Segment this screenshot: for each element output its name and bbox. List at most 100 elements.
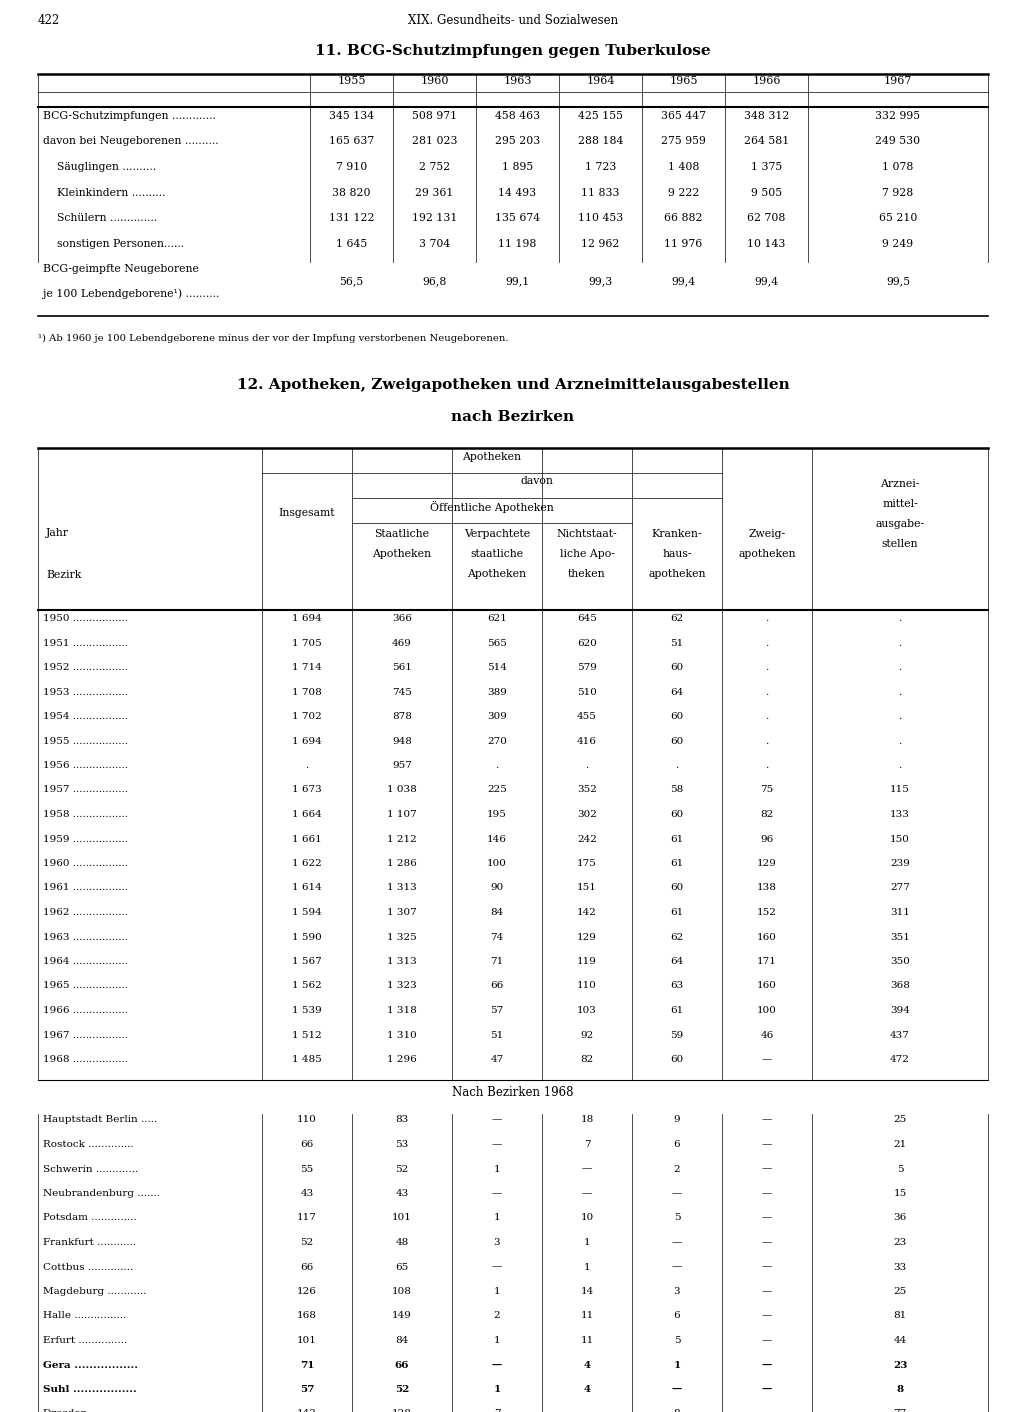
Text: 7 928: 7 928	[883, 188, 913, 198]
Text: —: —	[762, 1336, 772, 1346]
Text: 143: 143	[297, 1409, 317, 1412]
Text: 60: 60	[671, 664, 684, 672]
Text: 1 408: 1 408	[668, 162, 699, 172]
Text: 1 539: 1 539	[292, 1005, 322, 1015]
Text: ¹) Ab 1960 je 100 Lebendgeborene minus der vor der Impfung verstorbenen Neugebor: ¹) Ab 1960 je 100 Lebendgeborene minus d…	[38, 335, 509, 343]
Text: 133: 133	[890, 810, 910, 819]
Text: Öffentliche Apotheken: Öffentliche Apotheken	[430, 501, 554, 513]
Text: 1955: 1955	[337, 76, 366, 86]
Text: 9 222: 9 222	[668, 188, 699, 198]
Text: —: —	[672, 1262, 682, 1271]
Text: Neubrandenburg .......: Neubrandenburg .......	[43, 1189, 160, 1197]
Text: 957: 957	[392, 761, 412, 770]
Text: Gera .................: Gera .................	[43, 1361, 138, 1370]
Text: 242: 242	[578, 834, 597, 843]
Text: 1: 1	[494, 1385, 501, 1394]
Text: Potsdam ..............: Potsdam ..............	[43, 1213, 136, 1223]
Text: 351: 351	[890, 932, 910, 942]
Text: 11 198: 11 198	[499, 239, 537, 249]
Text: 270: 270	[487, 737, 507, 746]
Text: 2 752: 2 752	[419, 162, 451, 172]
Text: 4: 4	[584, 1361, 591, 1370]
Text: 81: 81	[893, 1312, 906, 1320]
Text: stellen: stellen	[882, 539, 919, 549]
Text: 389: 389	[487, 688, 507, 696]
Text: 368: 368	[890, 981, 910, 990]
Text: 62 708: 62 708	[748, 213, 785, 223]
Text: 48: 48	[395, 1238, 409, 1247]
Text: 1952 .................: 1952 .................	[43, 664, 128, 672]
Text: 75: 75	[761, 785, 773, 795]
Text: 150: 150	[890, 834, 910, 843]
Text: 561: 561	[392, 664, 412, 672]
Text: 1950 .................: 1950 .................	[43, 614, 128, 623]
Text: 52: 52	[395, 1385, 410, 1394]
Text: 1 296: 1 296	[387, 1055, 417, 1065]
Text: 288 184: 288 184	[578, 137, 624, 147]
Text: 62: 62	[671, 614, 684, 623]
Text: —: —	[762, 1262, 772, 1271]
Text: 1: 1	[494, 1165, 501, 1173]
Text: 1 562: 1 562	[292, 981, 322, 990]
Text: 4: 4	[584, 1385, 591, 1394]
Text: 165 637: 165 637	[329, 137, 374, 147]
Text: 83: 83	[395, 1115, 409, 1124]
Text: 53: 53	[395, 1139, 409, 1149]
Text: 645: 645	[578, 614, 597, 623]
Text: 1964 .................: 1964 .................	[43, 957, 128, 966]
Text: 437: 437	[890, 1031, 910, 1039]
Text: BCG-Schutzimpfungen .............: BCG-Schutzimpfungen .............	[43, 112, 216, 121]
Text: 281 023: 281 023	[412, 137, 458, 147]
Text: 1967 .................: 1967 .................	[43, 1031, 128, 1039]
Text: 1 664: 1 664	[292, 810, 322, 819]
Text: 3 704: 3 704	[419, 239, 451, 249]
Text: 1960: 1960	[420, 76, 449, 86]
Text: 61: 61	[671, 908, 684, 916]
Text: 43: 43	[395, 1189, 409, 1197]
Text: Kranken-: Kranken-	[651, 530, 702, 539]
Text: 1: 1	[674, 1361, 681, 1370]
Text: 422: 422	[38, 14, 60, 27]
Text: 168: 168	[297, 1312, 317, 1320]
Text: 6: 6	[674, 1139, 680, 1149]
Text: 96: 96	[761, 834, 773, 843]
Text: —: —	[762, 1286, 772, 1296]
Text: 14: 14	[581, 1286, 594, 1296]
Text: 36: 36	[893, 1213, 906, 1223]
Text: davon bei Neugeborenen ..........: davon bei Neugeborenen ..........	[43, 137, 219, 147]
Text: .: .	[765, 614, 769, 623]
Text: .: .	[765, 638, 769, 648]
Text: 1 895: 1 895	[502, 162, 534, 172]
Text: 90: 90	[490, 884, 504, 892]
Text: 1965 .................: 1965 .................	[43, 981, 128, 990]
Text: 1: 1	[584, 1262, 590, 1271]
Text: —: —	[762, 1385, 772, 1394]
Text: 66: 66	[394, 1361, 410, 1370]
Text: 5: 5	[674, 1336, 680, 1346]
Text: 151: 151	[578, 884, 597, 892]
Text: 64: 64	[671, 957, 684, 966]
Text: 99,4: 99,4	[672, 275, 695, 287]
Text: —: —	[762, 1055, 772, 1065]
Text: 416: 416	[578, 737, 597, 746]
Text: Magdeburg ............: Magdeburg ............	[43, 1286, 146, 1296]
Text: 66 882: 66 882	[665, 213, 702, 223]
Text: 11: 11	[581, 1312, 594, 1320]
Text: 1962 .................: 1962 .................	[43, 908, 128, 916]
Text: 1 661: 1 661	[292, 834, 322, 843]
Text: 12 962: 12 962	[582, 239, 620, 249]
Text: .: .	[765, 761, 769, 770]
Text: 1967: 1967	[884, 76, 912, 86]
Text: —: —	[672, 1385, 682, 1394]
Text: 1 673: 1 673	[292, 785, 322, 795]
Text: 103: 103	[578, 1005, 597, 1015]
Text: 84: 84	[395, 1336, 409, 1346]
Text: 10: 10	[581, 1213, 594, 1223]
Text: 1957 .................: 1957 .................	[43, 785, 128, 795]
Text: 110: 110	[297, 1115, 317, 1124]
Text: 146: 146	[487, 834, 507, 843]
Text: 63: 63	[671, 981, 684, 990]
Text: 110: 110	[578, 981, 597, 990]
Text: 1 622: 1 622	[292, 858, 322, 868]
Text: 1956 .................: 1956 .................	[43, 761, 128, 770]
